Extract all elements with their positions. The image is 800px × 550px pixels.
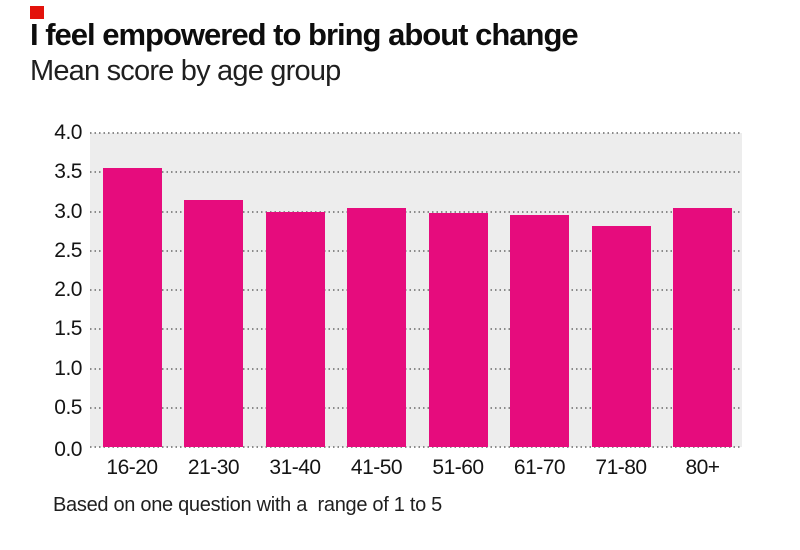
y-tick-label: 0.0 <box>54 438 82 461</box>
bar-71-80 <box>591 226 651 447</box>
bar-21-30 <box>184 199 243 447</box>
gridline <box>90 446 742 448</box>
bar-31-40 <box>265 211 325 447</box>
gridline <box>90 249 742 252</box>
gridline <box>90 210 742 213</box>
y-tick-label: 2.0 <box>54 278 82 301</box>
chart-subtitle: Mean score by age group <box>30 55 341 87</box>
gridline <box>90 328 742 331</box>
y-tick-label: 4.0 <box>54 121 82 144</box>
bar-16-20 <box>102 168 162 447</box>
brand-accent-square-icon <box>30 6 44 19</box>
y-tick-label: 0.5 <box>54 395 82 419</box>
x-tick-label: 41-50 <box>350 456 403 479</box>
footnote: Based on one question with a range of 1 … <box>53 494 443 516</box>
gridline <box>90 367 742 370</box>
x-tick-label: 61-70 <box>513 456 566 479</box>
x-tick-label: 71-80 <box>595 456 647 479</box>
bar-61-70 <box>510 215 569 447</box>
gridline <box>90 132 742 134</box>
y-tick-label: 1.0 <box>54 356 82 380</box>
gridline <box>90 171 742 174</box>
gridline <box>90 406 742 409</box>
bar-41-50 <box>347 207 406 447</box>
x-tick-label: 31-40 <box>269 456 321 479</box>
x-tick-label: 51-60 <box>432 456 484 479</box>
y-tick-label: 3.0 <box>54 199 82 223</box>
chart-title: I feel empowered to bring about change <box>30 17 579 52</box>
x-tick-label: 80+ <box>685 456 720 479</box>
x-tick-label: 21-30 <box>187 456 240 479</box>
y-tick-label: 1.5 <box>54 317 82 341</box>
y-tick-label: 3.5 <box>54 160 82 184</box>
bar-80+ <box>673 207 732 447</box>
x-tick-label: 16-20 <box>106 456 158 479</box>
y-tick-label: 2.5 <box>54 238 82 262</box>
gridline <box>90 289 742 291</box>
bar-51-60 <box>428 213 488 447</box>
